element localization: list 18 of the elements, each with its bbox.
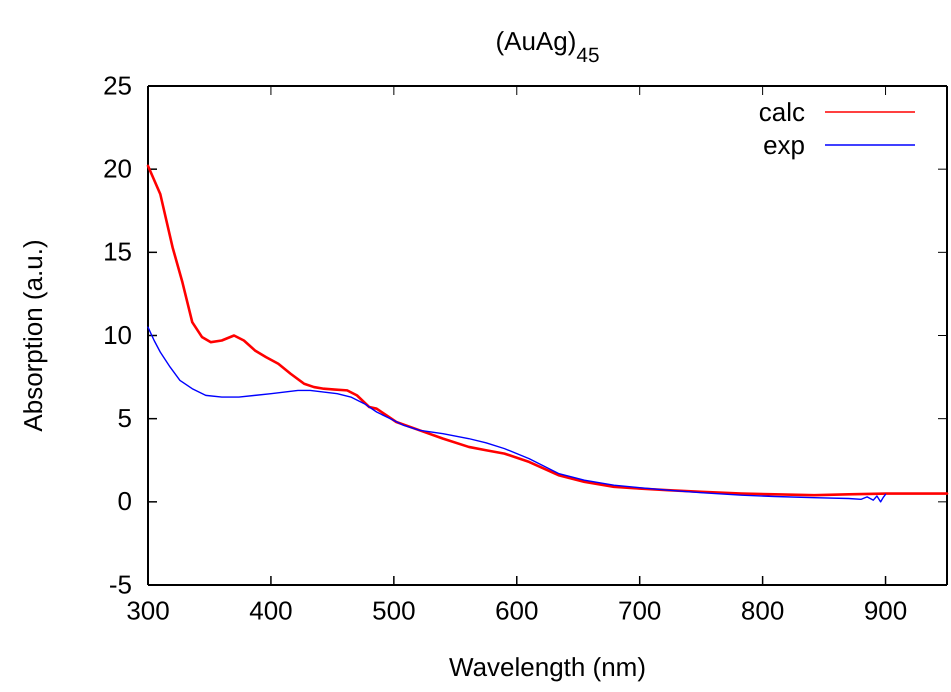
x-tick-label: 700 [618, 595, 662, 626]
x-axis-title: Wavelength (nm) [449, 652, 646, 682]
legend-label: calc [758, 97, 805, 127]
y-tick-label: 20 [103, 153, 132, 184]
x-tick-label: 800 [740, 595, 784, 626]
y-tick-label: 15 [103, 236, 132, 267]
legend-label: exp [763, 130, 805, 160]
chart-title: (AuAg)$_{45}$ [495, 26, 600, 66]
y-tick-label: 0 [118, 486, 132, 516]
y-axis-title: Absorption (a.u.) [18, 239, 48, 432]
x-tick-label: 500 [372, 595, 416, 626]
y-tick-label: 25 [103, 70, 132, 100]
x-tick-label: 400 [249, 595, 293, 626]
y-tick-label: 5 [118, 402, 132, 433]
line-series [147, 326, 886, 503]
x-tick-label: 900 [864, 595, 908, 626]
x-tick-label: 600 [495, 595, 538, 626]
y-tick-label: 10 [103, 320, 132, 350]
